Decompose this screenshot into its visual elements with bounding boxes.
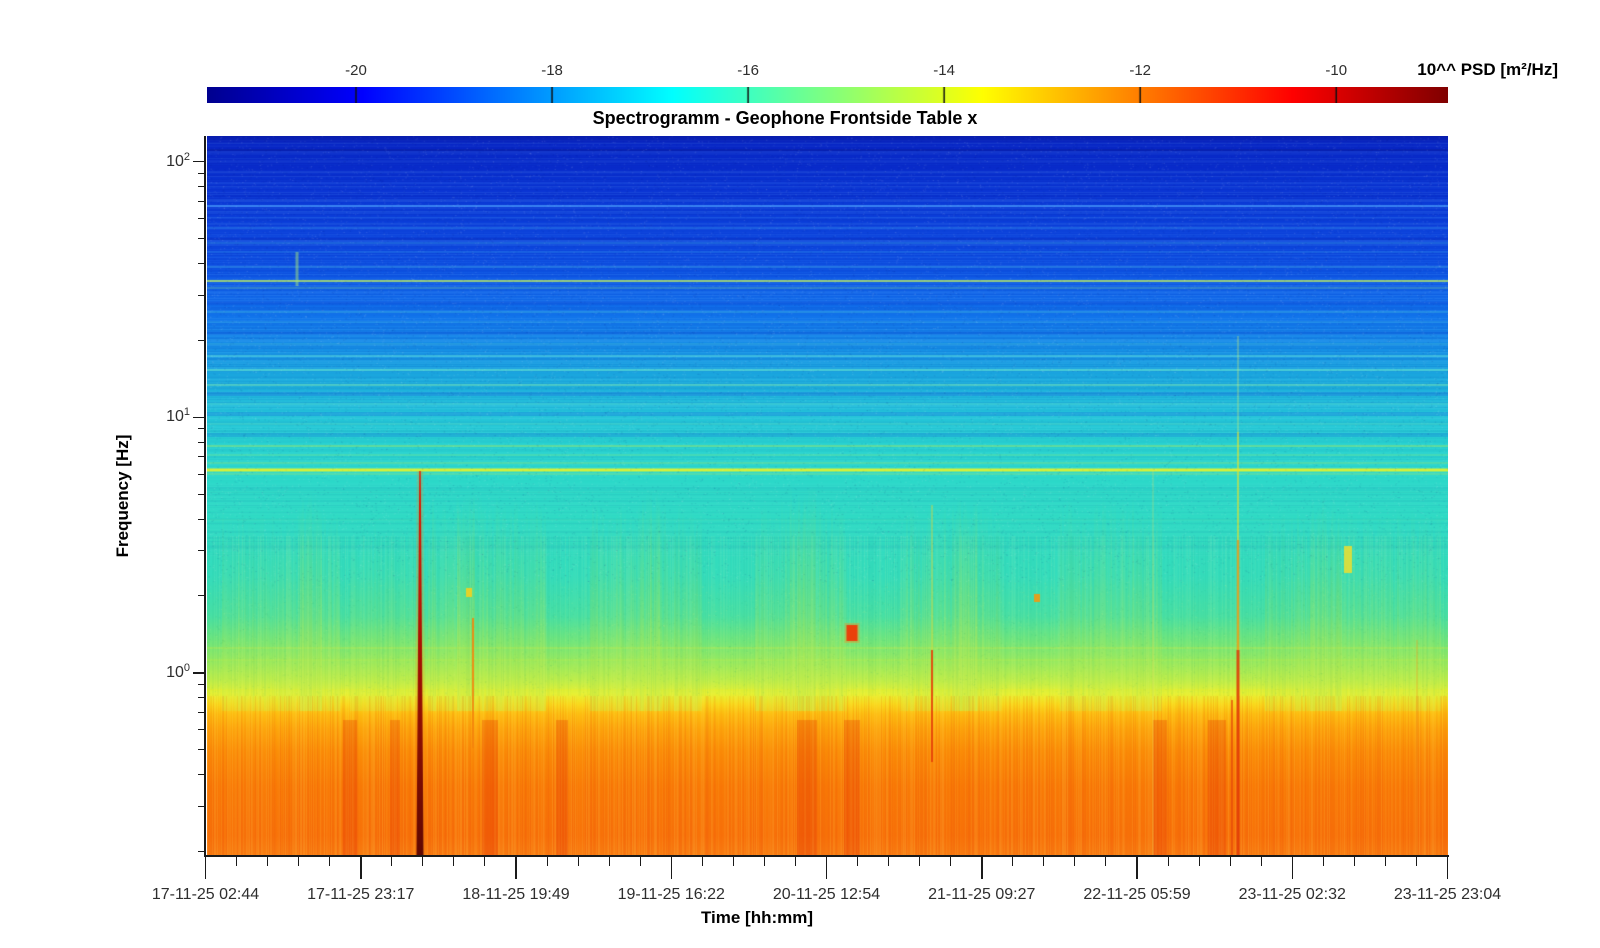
x-tick-label: 18-11-25 19:49 [462,886,570,903]
y-minor-tick [198,550,205,552]
x-minor-tick [763,855,765,866]
x-minor-tick [1167,855,1169,866]
x-major-tick [981,855,983,879]
x-minor-tick [1043,855,1045,866]
x-minor-tick [546,855,548,866]
x-minor-tick [1105,855,1107,866]
x-tick-label: 23-11-25 02:32 [1238,886,1346,903]
y-minor-tick [198,238,205,240]
x-major-tick [204,855,207,879]
x-minor-tick [1198,855,1200,866]
x-minor-tick [701,855,703,866]
x-minor-tick [919,855,921,866]
y-minor-tick [198,456,205,458]
x-tick-label: 22-11-25 05:59 [1083,886,1191,903]
y-minor-tick [198,200,205,202]
x-major-tick [1446,855,1449,879]
x-minor-tick [1229,855,1231,866]
y-minor-tick [198,294,205,296]
x-minor-tick [391,855,393,866]
y-minor-tick [198,172,205,174]
y-major-tick [193,672,205,674]
y-minor-tick [198,774,205,776]
y-axis-label: Frequency [Hz] [113,434,132,558]
y-minor-tick [198,441,205,443]
y-minor-tick [198,262,205,264]
y-minor-tick [198,712,205,714]
colorbar-tick-label: -10 [1325,62,1348,79]
x-minor-tick [422,855,424,866]
spectrogram-canvas [207,136,1448,855]
x-minor-tick [794,855,796,866]
y-minor-tick [198,851,205,853]
y-tick-exponent: 1 [183,406,190,419]
x-tick-label: 20-11-25 12:54 [772,886,881,903]
y-minor-tick [198,493,205,495]
x-minor-tick [484,855,486,866]
x-major-tick [1291,855,1293,879]
x-minor-tick [1415,855,1417,866]
x-minor-tick [577,855,579,866]
y-tick-label: 101 [166,406,190,426]
x-major-tick [670,855,672,879]
x-axis-label: Time [hh:mm] [700,908,814,927]
y-tick-label: 100 [166,661,190,682]
y-minor-tick [198,595,205,597]
x-minor-tick [1384,855,1386,866]
x-major-tick [515,855,517,879]
colorbar [207,87,1448,103]
y-minor-tick [198,749,205,751]
x-tick-label: 19-11-25 16:22 [617,886,725,903]
colorbar-tick-label: -16 [737,62,759,79]
y-minor-tick [198,729,205,731]
x-minor-tick [453,855,455,866]
colorbar-tick-label: -20 [345,62,367,79]
y-minor-tick [198,185,205,187]
x-minor-tick [950,855,952,866]
x-minor-tick [857,855,859,866]
x-major-tick [1136,855,1138,879]
y-minor-tick [198,697,205,699]
y-minor-tick [198,217,205,219]
y-minor-tick [198,473,205,475]
y-axis-spine [204,136,206,857]
x-minor-tick [608,855,610,866]
x-minor-tick [1074,855,1076,866]
y-minor-tick [198,518,205,520]
x-major-tick [825,855,828,879]
y-major-tick [193,416,205,419]
y-tick-label: 102 [166,150,190,170]
y-major-tick [193,160,205,163]
x-minor-tick [236,855,238,866]
y-minor-tick [198,806,205,808]
colorbar-tick-label: -12 [1129,62,1152,79]
x-tick-label: 23-11-25 23:04 [1393,886,1502,903]
colorbar-tick-label: -14 [933,62,955,79]
x-minor-tick [267,855,269,866]
x-minor-tick [1353,855,1355,866]
x-tick-label: 21-11-25 09:27 [928,886,1036,903]
colorbar-title: 10^^ PSD [m²/Hz] [1417,60,1558,79]
x-minor-tick [639,855,641,866]
x-minor-tick [1260,855,1262,866]
y-minor-tick [198,684,205,686]
y-minor-tick [198,428,205,430]
x-minor-tick [1322,855,1324,866]
plot-title: Spectrogramm - Geophone Frontside Table … [592,108,978,128]
x-minor-tick [298,855,300,866]
colorbar-tick-label: -18 [541,62,563,79]
x-minor-tick [732,855,734,866]
x-tick-label: 17-11-25 02:44 [151,886,260,903]
x-minor-tick [888,855,890,866]
y-minor-tick [198,339,205,341]
y-tick-exponent: 0 [183,661,190,674]
x-minor-tick [1012,855,1014,866]
x-tick-label: 17-11-25 23:17 [307,886,415,903]
y-tick-exponent: 2 [183,150,190,163]
x-minor-tick [329,855,331,866]
x-major-tick [360,855,362,879]
